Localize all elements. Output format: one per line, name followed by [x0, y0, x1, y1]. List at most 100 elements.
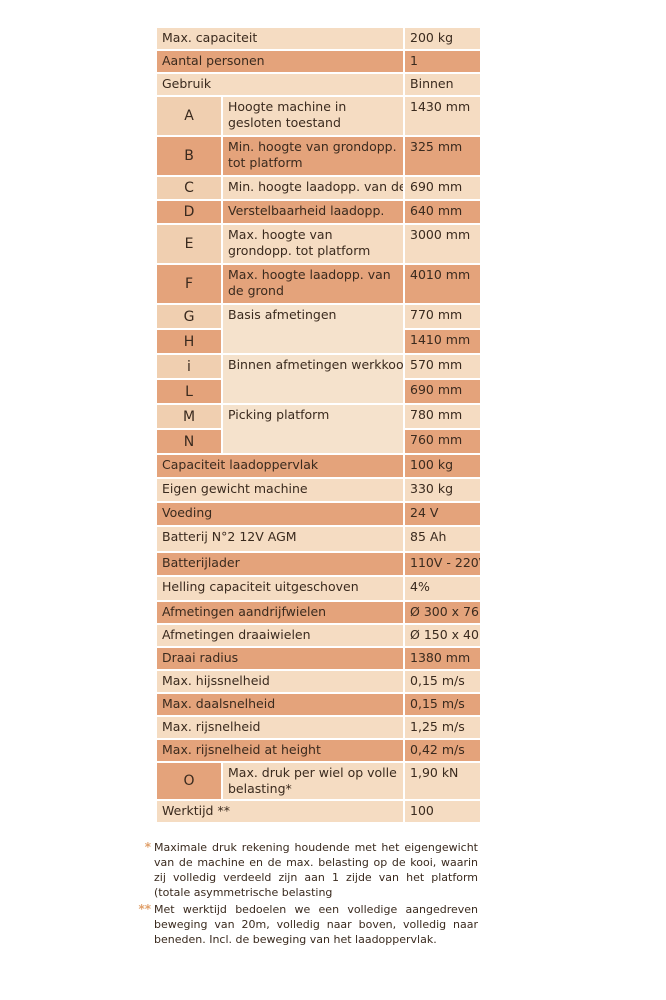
row-label: Hoogte machine in gesloten toestand [220, 95, 406, 137]
row-label: Eigen gewicht machine [154, 477, 406, 503]
dimension-letter: A [155, 95, 223, 137]
row-value: 100 kg [403, 453, 483, 479]
row-value: 780 mm [403, 403, 483, 430]
row-value: 110V - 220V [403, 551, 483, 577]
row-value: 1410 mm [403, 328, 483, 355]
row-value: 3000 mm [403, 223, 483, 265]
table-row: L 690 mm [155, 378, 483, 405]
row-label: Max. daalsnelheid [154, 692, 406, 717]
table-row: N 760 mm [155, 428, 483, 455]
row-value: 200 kg [403, 26, 483, 51]
table-row: A Hoogte machine in gesloten toestand 14… [155, 95, 483, 137]
row-value: 690 mm [403, 378, 483, 405]
row-value: 690 mm [403, 175, 483, 201]
row-value: 1,25 m/s [403, 715, 483, 740]
row-label: Afmetingen aandrijfwielen [154, 600, 406, 625]
table-row: Max. daalsnelheid 0,15 m/s [154, 692, 483, 717]
table-row: Max. capaciteit 200 kg [154, 26, 483, 51]
table-row: H 1410 mm [155, 328, 483, 355]
dimension-letter: N [155, 428, 223, 455]
row-value: 0,15 m/s [403, 692, 483, 717]
table-row: Max. rijsnelheid at height 0,42 m/s [154, 738, 483, 763]
row-label: Capaciteit laadoppervlak [154, 453, 406, 479]
table-row: Afmetingen draaiwielen Ø 150 x 40 [154, 623, 483, 648]
footnotes: * Maximale druk rekening houdende met he… [133, 840, 478, 949]
row-label: Afmetingen draaiwielen [154, 623, 406, 648]
footnote-text: Maximale druk rekening houdende met het … [154, 841, 478, 899]
row-label: Basis afmetingen [220, 303, 406, 355]
table-row: Afmetingen aandrijfwielen Ø 300 x 76 [154, 600, 483, 625]
row-value: 1430 mm [403, 95, 483, 137]
row-label: Voeding [154, 501, 406, 527]
dimension-letter: i [155, 353, 223, 380]
row-label: Max. hoogte laadopp. van de grond [220, 263, 406, 305]
table-row: Draai radius 1380 mm [154, 646, 483, 671]
table-row: O Max. druk per wiel op volle belasting*… [155, 761, 483, 801]
row-value: 770 mm [403, 303, 483, 330]
row-label: Draai radius [154, 646, 406, 671]
double-asterisk-mark: ** [138, 902, 151, 916]
row-value: 1 [403, 49, 483, 74]
row-label: Picking platform [220, 403, 406, 455]
table-row: Batterijlader 110V - 220V [154, 551, 483, 577]
row-label: Binnen afmetingen werkkooi [220, 353, 406, 405]
table-row: Eigen gewicht machine 330 kg [154, 477, 483, 503]
table-row: Max. rijsnelheid 1,25 m/s [154, 715, 483, 740]
footnote-text: Met werktijd bedoelen we een volledige a… [154, 903, 478, 946]
row-label: Werktijd ** [154, 799, 406, 824]
row-label: Gebruik [154, 72, 406, 97]
table-row: M Picking platform 780 mm [155, 403, 483, 455]
dimension-letter: F [155, 263, 223, 305]
row-value: 0,42 m/s [403, 738, 483, 763]
dimension-letter: H [155, 328, 223, 355]
dimension-letter: G [155, 303, 223, 330]
dimension-letter: B [155, 135, 223, 177]
table-row: D Verstelbaarheid laadopp. 640 mm [155, 199, 483, 225]
dimension-letter: L [155, 378, 223, 405]
row-value: 760 mm [403, 428, 483, 455]
row-label: Min. hoogte van grondopp. tot platform [220, 135, 406, 177]
table-row: Max. hijssnelheid 0,15 m/s [154, 669, 483, 694]
row-label: Batterij N°2 12V AGM [154, 525, 406, 553]
row-label: Max. rijsnelheid [154, 715, 406, 740]
row-label: Max. capaciteit [154, 26, 406, 51]
row-value: 1,90 kN [403, 761, 483, 801]
row-value: 570 mm [403, 353, 483, 380]
dimension-letter: C [155, 175, 223, 201]
table-row: i Binnen afmetingen werkkooi 570 mm [155, 353, 483, 405]
footnote: * Maximale druk rekening houdende met he… [133, 840, 478, 900]
table-row: Batterij N°2 12V AGM 85 Ah [154, 525, 483, 553]
row-label: Verstelbaarheid laadopp. [220, 199, 406, 225]
row-value: Ø 150 x 40 [403, 623, 483, 648]
row-label: Max. hijssnelheid [154, 669, 406, 694]
table-row: Helling capaciteit uitgeschoven 4% [154, 575, 483, 602]
row-label: Helling capaciteit uitgeschoven [154, 575, 406, 602]
row-value: Ø 300 x 76 [403, 600, 483, 625]
dimension-letter: M [155, 403, 223, 430]
specifications-table: Max. capaciteit 200 kg Aantal personen 1… [154, 26, 483, 824]
row-value: Binnen [403, 72, 483, 97]
row-label: Batterijlader [154, 551, 406, 577]
row-value: 4010 mm [403, 263, 483, 305]
footnote: ** Met werktijd bedoelen we een volledig… [133, 902, 478, 947]
row-label: Max. rijsnelheid at height [154, 738, 406, 763]
table-row: Aantal personen 1 [154, 49, 483, 74]
table-row: B Min. hoogte van grondopp. tot platform… [155, 135, 483, 177]
row-value: 1380 mm [403, 646, 483, 671]
dimension-letter: E [155, 223, 223, 265]
table-row: E Max. hoogte van grondopp. tot platform… [155, 223, 483, 265]
row-label: Min. hoogte laadopp. van de grond [220, 175, 406, 201]
row-value: 4% [403, 575, 483, 602]
row-label: Max. druk per wiel op volle belasting* [220, 761, 406, 801]
row-label: Max. hoogte van grondopp. tot platform [220, 223, 406, 265]
dimension-letter: D [155, 199, 223, 225]
row-value: 24 V [403, 501, 483, 527]
table-row: F Max. hoogte laadopp. van de grond 4010… [155, 263, 483, 305]
row-value: 330 kg [403, 477, 483, 503]
table-row: C Min. hoogte laadopp. van de grond 690 … [155, 175, 483, 201]
dimension-letter: O [155, 761, 223, 801]
row-value: 325 mm [403, 135, 483, 177]
table-row: G Basis afmetingen 770 mm [155, 303, 483, 355]
table-row: Capaciteit laadoppervlak 100 kg [154, 453, 483, 479]
table-row: Voeding 24 V [154, 501, 483, 527]
